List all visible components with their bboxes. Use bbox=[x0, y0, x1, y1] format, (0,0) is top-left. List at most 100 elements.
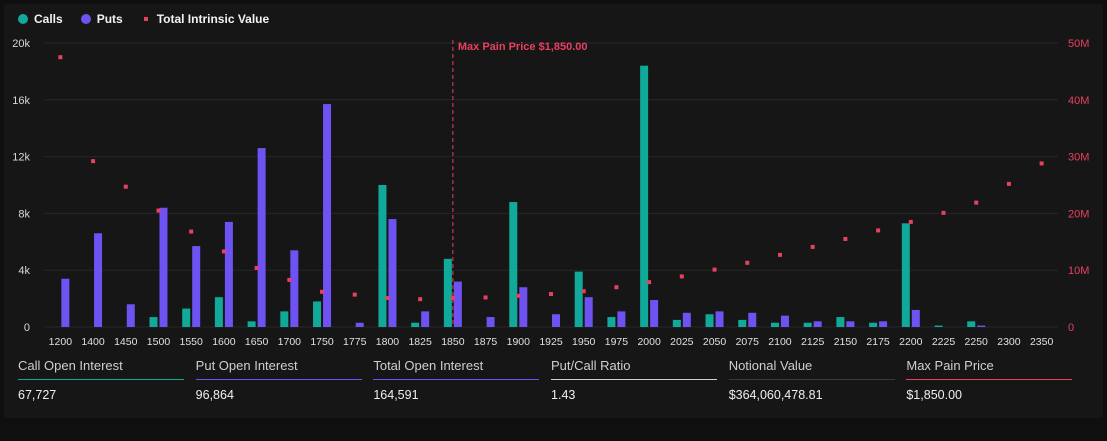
x-tick: 2175 bbox=[866, 336, 890, 348]
put-bar bbox=[682, 312, 691, 327]
call-bar bbox=[770, 322, 779, 327]
stat-value: 1.43 bbox=[551, 388, 576, 402]
put-bar bbox=[224, 221, 233, 327]
intrinsic-point bbox=[221, 249, 226, 254]
put-bar bbox=[584, 297, 593, 327]
x-tick: 1200 bbox=[49, 336, 73, 348]
intrinsic-point bbox=[614, 285, 619, 290]
call-bar bbox=[934, 325, 943, 327]
put-bar bbox=[192, 246, 201, 327]
x-tick: 2200 bbox=[899, 336, 923, 348]
y-right-tick: 0 bbox=[1068, 322, 1074, 334]
call-bar bbox=[378, 185, 387, 327]
call-bar bbox=[672, 319, 681, 327]
stat-label: Put Open Interest bbox=[195, 358, 298, 373]
calls-swatch bbox=[18, 14, 28, 24]
intrinsic-point bbox=[1039, 161, 1044, 166]
put-bar bbox=[748, 312, 757, 327]
x-tick-labels: 1200 1400 1450 1500 1550 1600 1650 1700 1750 1775… bbox=[49, 336, 1054, 348]
call-bar bbox=[901, 223, 910, 327]
intrinsic-point bbox=[516, 293, 521, 298]
stat-value: 164,591 bbox=[373, 388, 419, 402]
call-bar bbox=[214, 297, 223, 327]
stat-label: Max Pain Price bbox=[906, 358, 994, 373]
intrinsic-point bbox=[450, 296, 455, 301]
call-bar bbox=[640, 65, 649, 327]
y-right-tick-labels: 0 10M 20M 30M 40M 50M bbox=[1068, 38, 1089, 334]
stat-value: 67,727 bbox=[18, 388, 57, 402]
intrinsic-point bbox=[974, 200, 979, 205]
x-tick: 1650 bbox=[245, 336, 269, 348]
intrinsic-point bbox=[908, 219, 913, 224]
x-tick: 1950 bbox=[572, 336, 596, 348]
put-bar bbox=[552, 314, 560, 327]
legend-puts[interactable]: Puts bbox=[80, 12, 123, 26]
stat-label: Call Open Interest bbox=[18, 358, 123, 373]
intrinsic-point bbox=[843, 236, 848, 241]
x-tick: 1750 bbox=[310, 336, 334, 348]
intrinsic-point bbox=[1006, 181, 1011, 186]
x-tick: 1800 bbox=[376, 336, 400, 348]
x-tick: 1700 bbox=[278, 336, 302, 348]
y-right-tick: 20M bbox=[1068, 208, 1089, 220]
call-bar bbox=[280, 311, 289, 327]
stat-underline bbox=[195, 379, 362, 380]
call-bar bbox=[836, 317, 845, 327]
chart-legend: Calls Puts Total Intrinsic Value bbox=[18, 12, 269, 26]
call-bar bbox=[182, 308, 191, 327]
call-bar bbox=[607, 317, 616, 327]
stat-max-pain-price: Max Pain Price $1,850.00 bbox=[906, 358, 1084, 402]
call-bar bbox=[705, 314, 714, 327]
x-tick: 1600 bbox=[212, 336, 236, 348]
put-bar bbox=[977, 325, 986, 327]
y-left-tick: 8k bbox=[18, 208, 30, 220]
x-tick: 1550 bbox=[180, 336, 204, 348]
legend-total[interactable]: Total Intrinsic Value bbox=[141, 12, 269, 26]
put-bar bbox=[126, 304, 135, 327]
x-tick: 2075 bbox=[736, 336, 760, 348]
call-bar bbox=[738, 319, 747, 327]
intrinsic-point bbox=[647, 280, 652, 285]
x-tick: 1975 bbox=[605, 336, 629, 348]
intrinsic-point bbox=[58, 55, 63, 60]
stat-put-call-ratio: Put/Call Ratio 1.43 bbox=[551, 358, 729, 402]
x-tick: 1500 bbox=[147, 336, 171, 348]
puts-swatch bbox=[80, 14, 91, 24]
intrinsic-point bbox=[810, 244, 815, 249]
stats-row: Call Open Interest 67,727 Put Open Inter… bbox=[18, 358, 1084, 402]
x-tick: 1400 bbox=[81, 336, 105, 348]
grid-lines bbox=[44, 42, 1058, 328]
legend-total-label: Total Intrinsic Value bbox=[156, 12, 270, 26]
y-right-tick: 40M bbox=[1068, 95, 1089, 107]
intrinsic-point bbox=[385, 296, 390, 301]
stat-underline bbox=[373, 379, 540, 380]
intrinsic-point bbox=[418, 297, 423, 302]
put-bar bbox=[61, 278, 70, 327]
intrinsic-point bbox=[876, 228, 881, 233]
put-bar bbox=[421, 311, 430, 327]
intrinsic-point bbox=[549, 292, 553, 297]
put-bar bbox=[519, 287, 528, 327]
intrinsic-point bbox=[254, 265, 259, 270]
intrinsic-points bbox=[58, 55, 1044, 302]
call-bar bbox=[803, 322, 812, 327]
intrinsic-point bbox=[712, 267, 717, 272]
x-tick: 2250 bbox=[965, 336, 989, 348]
intrinsic-point bbox=[581, 289, 586, 294]
legend-calls[interactable]: Calls bbox=[18, 12, 63, 26]
x-tick: 2350 bbox=[1030, 336, 1054, 348]
y-left-tick-labels: 0 4k 8k 12k 16k 20k bbox=[12, 38, 30, 334]
x-tick: 1450 bbox=[114, 336, 138, 348]
x-tick: 1825 bbox=[408, 336, 432, 348]
put-bar bbox=[290, 250, 299, 327]
intrinsic-point bbox=[91, 159, 96, 164]
intrinsic-point bbox=[941, 210, 946, 215]
legend-puts-label: Puts bbox=[96, 12, 123, 26]
x-tick: 2300 bbox=[997, 336, 1021, 348]
stat-underline bbox=[728, 379, 895, 380]
y-right-tick: 10M bbox=[1068, 265, 1089, 277]
put-bar bbox=[846, 321, 855, 327]
x-tick: 2025 bbox=[670, 336, 694, 348]
stat-underline bbox=[906, 379, 1073, 380]
